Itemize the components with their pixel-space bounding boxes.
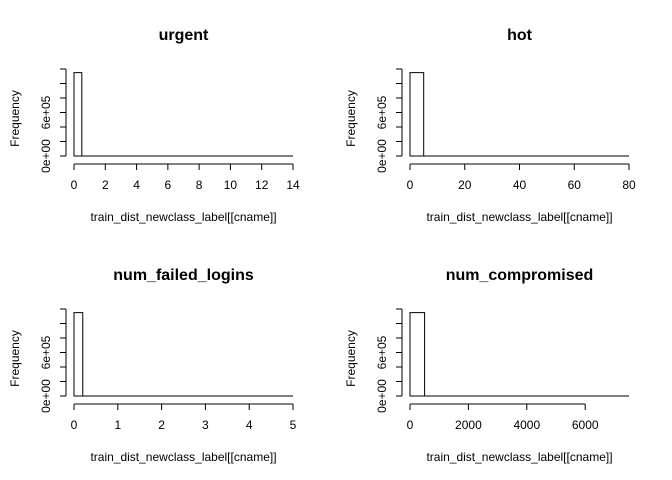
x-axis-label: train_dist_newclass_label[[cname]] xyxy=(90,210,276,224)
x-tick-label: 2 xyxy=(158,418,165,432)
histogram-bar xyxy=(73,72,83,157)
x-tick-label: 0 xyxy=(71,418,78,432)
panel-title: num_failed_logins xyxy=(113,267,254,284)
x-tick-label: 0 xyxy=(407,178,414,192)
histogram-panel: num_compromised 0 2000 4000 6000 0e+00 6e+05 tr… xyxy=(344,267,629,464)
x-tick-label: 40 xyxy=(513,178,527,192)
x-tick-label: 2000 xyxy=(455,418,482,432)
y-tick-label: 0e+00 xyxy=(375,139,389,173)
x-tick-label: 80 xyxy=(622,178,636,192)
x-tick-label: 14 xyxy=(286,178,300,192)
x-tick-label: 2 xyxy=(102,178,109,192)
x-tick-label: 5 xyxy=(290,418,297,432)
histogram-panel: num_failed_logins 0 1 2 3 4 5 0e+00 6e+05 train_d… xyxy=(8,267,296,464)
y-axis-label: Frequency xyxy=(8,330,22,387)
histogram-bar xyxy=(409,72,425,157)
x-tick-label: 60 xyxy=(568,178,582,192)
x-tick-label: 6 xyxy=(165,178,172,192)
x-tick-label: 1 xyxy=(114,418,121,432)
x-tick-label: 6000 xyxy=(572,418,599,432)
x-axis-label: train_dist_newclass_label[[cname]] xyxy=(90,450,276,464)
y-tick-label: 0e+00 xyxy=(39,379,53,413)
y-axis-label: Frequency xyxy=(8,90,22,147)
histogram-bar xyxy=(73,312,84,397)
x-tick-label: 10 xyxy=(224,178,238,192)
y-tick-label: 0e+00 xyxy=(375,379,389,413)
x-tick-label: 4000 xyxy=(513,418,540,432)
histogram-panel: urgent 0 2 4 6 8 10 12 14 0e+00 6e+05 train_dist_ne… xyxy=(8,27,300,224)
y-tick-label: 0e+00 xyxy=(39,139,53,173)
x-tick-label: 3 xyxy=(202,418,209,432)
x-axis-label: train_dist_newclass_label[[cname]] xyxy=(426,210,612,224)
x-tick-label: 4 xyxy=(133,178,140,192)
x-tick-label: 12 xyxy=(255,178,269,192)
histogram-panel: hot 0 20 40 60 80 0e+00 6e+05 train_dist_newclas… xyxy=(344,27,636,224)
x-tick-label: 0 xyxy=(407,418,414,432)
x-tick-label: 20 xyxy=(458,178,472,192)
x-axis-label: train_dist_newclass_label[[cname]] xyxy=(426,450,612,464)
x-tick-label: 4 xyxy=(246,418,253,432)
panel-title: urgent xyxy=(159,27,209,44)
panel-title: num_compromised xyxy=(446,267,594,284)
y-tick-label: 6e+05 xyxy=(375,95,389,129)
x-tick-label: 8 xyxy=(196,178,203,192)
y-tick-label: 6e+05 xyxy=(375,335,389,369)
y-axis-label: Frequency xyxy=(344,330,358,387)
panel-title: hot xyxy=(507,27,533,44)
histogram-bar xyxy=(409,312,426,397)
y-tick-label: 6e+05 xyxy=(39,335,53,369)
y-axis-label: Frequency xyxy=(344,90,358,147)
y-tick-label: 6e+05 xyxy=(39,95,53,129)
x-tick-label: 0 xyxy=(71,178,78,192)
